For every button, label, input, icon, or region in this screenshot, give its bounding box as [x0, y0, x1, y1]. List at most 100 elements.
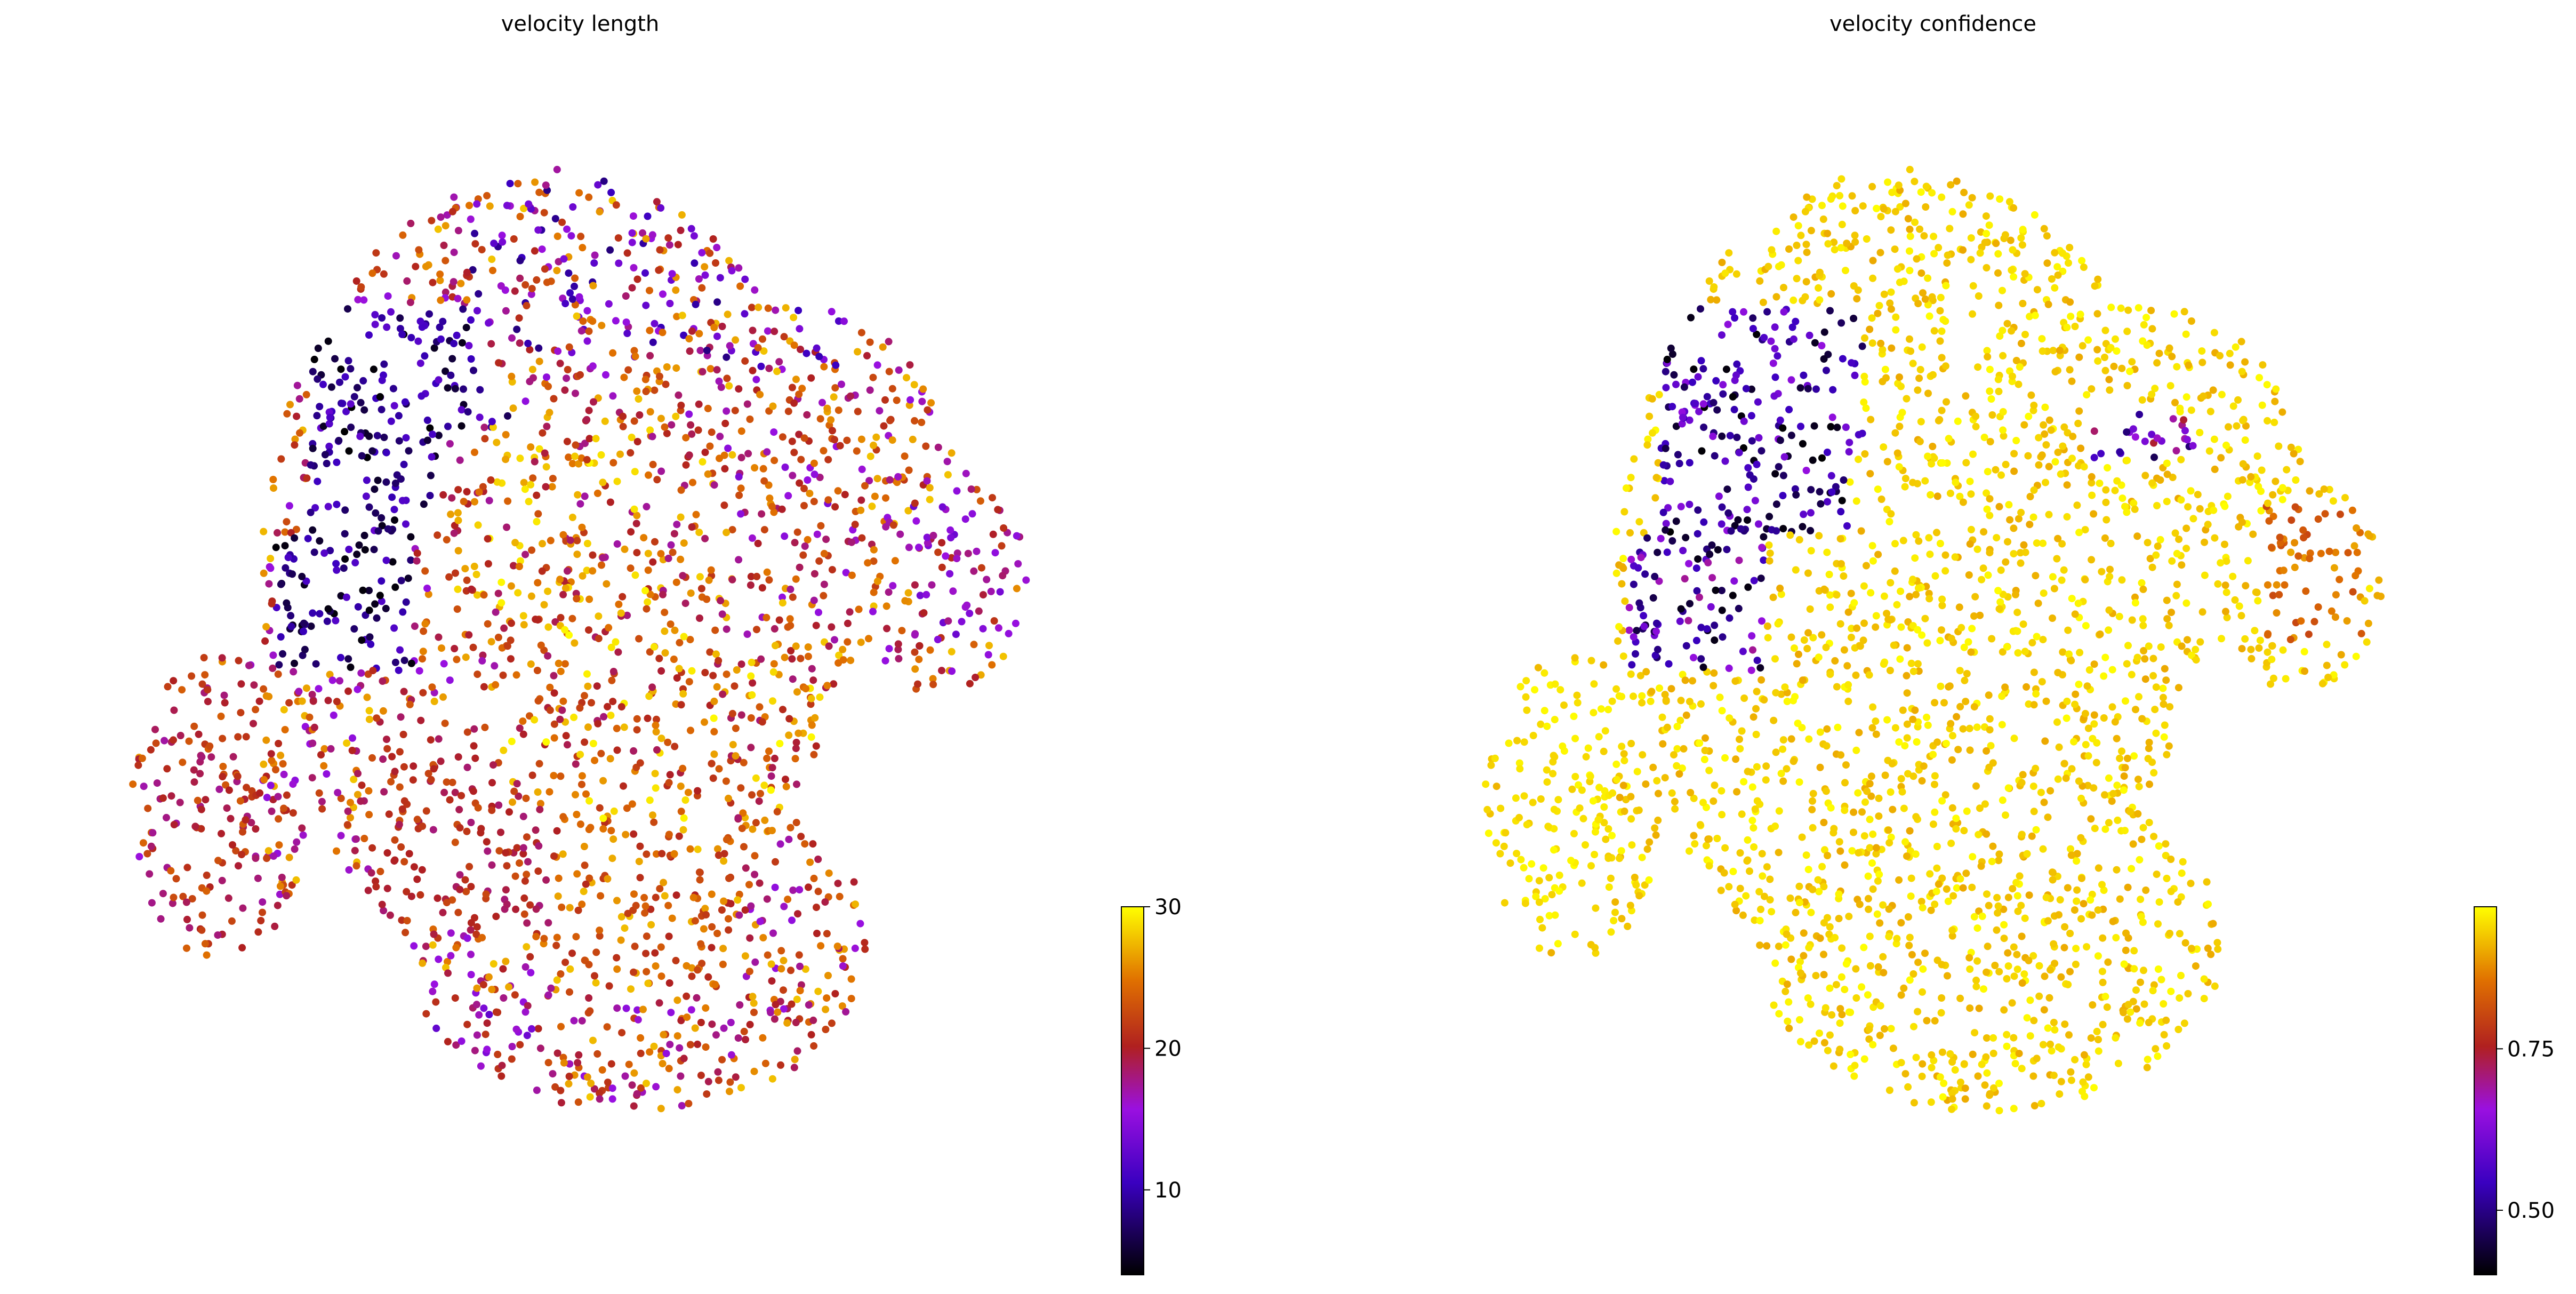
- data-point: [573, 550, 581, 558]
- data-point: [1944, 897, 1952, 905]
- data-point: [857, 638, 865, 646]
- data-point: [352, 835, 360, 843]
- data-point: [600, 177, 608, 185]
- data-point: [1887, 788, 1895, 796]
- data-point: [188, 895, 196, 902]
- data-point: [715, 657, 723, 665]
- data-point: [682, 434, 690, 442]
- data-point: [2010, 550, 2018, 558]
- data-point: [599, 777, 607, 785]
- data-point: [1903, 852, 1911, 860]
- data-point: [809, 840, 817, 848]
- data-point: [709, 235, 717, 243]
- data-point: [2009, 246, 2017, 254]
- data-point: [344, 357, 352, 365]
- data-point: [732, 1073, 740, 1081]
- data-point: [1833, 683, 1841, 691]
- data-point: [708, 923, 716, 931]
- data-point: [320, 745, 328, 753]
- data-point: [544, 382, 552, 390]
- data-point: [1942, 740, 1950, 747]
- data-point: [2090, 784, 2098, 792]
- data-point: [652, 784, 660, 792]
- data-point: [704, 1077, 712, 1085]
- data-point: [617, 703, 625, 711]
- data-point: [527, 592, 535, 600]
- data-point: [495, 847, 503, 855]
- data-point: [462, 324, 470, 332]
- data-point: [2010, 1034, 2018, 1042]
- data-point: [2148, 479, 2156, 487]
- data-point: [573, 870, 581, 878]
- data-point: [2163, 1042, 2171, 1050]
- data-point: [1999, 352, 2007, 360]
- data-point: [1716, 693, 1724, 701]
- data-point: [749, 993, 757, 1001]
- data-point: [804, 476, 812, 484]
- data-point: [970, 641, 978, 649]
- data-point: [498, 1061, 506, 1069]
- data-point: [676, 638, 684, 646]
- data-point: [571, 452, 579, 460]
- data-point: [635, 635, 643, 643]
- data-point: [1931, 780, 1938, 788]
- data-point: [2087, 896, 2094, 904]
- data-point: [2365, 532, 2373, 540]
- data-point: [2221, 540, 2228, 548]
- data-point: [2149, 987, 2157, 995]
- data-point: [1868, 724, 1876, 732]
- data-point: [503, 202, 511, 210]
- data-point: [1968, 194, 1976, 202]
- data-point: [581, 861, 589, 869]
- data-point: [2132, 986, 2140, 994]
- data-point: [1633, 627, 1641, 635]
- data-point: [754, 539, 762, 547]
- data-point: [575, 1051, 583, 1059]
- data-point: [235, 862, 242, 870]
- data-point: [589, 551, 597, 559]
- data-point: [163, 765, 171, 773]
- data-point: [852, 900, 859, 908]
- data-point: [1930, 250, 1938, 258]
- data-point: [237, 709, 245, 717]
- data-point: [196, 770, 204, 778]
- data-point: [386, 911, 394, 919]
- data-point: [697, 585, 705, 593]
- data-point: [2287, 443, 2295, 451]
- data-point: [345, 866, 353, 874]
- data-point: [1697, 655, 1705, 663]
- data-point: [1876, 1002, 1884, 1010]
- data-point: [2070, 738, 2078, 746]
- data-point: [589, 567, 597, 575]
- data-point: [494, 589, 502, 597]
- data-point: [1732, 270, 1740, 278]
- data-point: [746, 416, 754, 423]
- data-point: [801, 542, 809, 550]
- data-point: [436, 276, 444, 284]
- data-point: [298, 824, 306, 832]
- data-point: [1840, 476, 1848, 484]
- data-point: [755, 797, 763, 805]
- data-point: [2102, 516, 2110, 524]
- data-point: [2182, 524, 2190, 532]
- data-point: [814, 856, 822, 863]
- data-point: [779, 593, 786, 601]
- data-point: [550, 395, 558, 403]
- data-point: [407, 219, 415, 227]
- data-point: [672, 286, 680, 294]
- data-point: [531, 247, 539, 255]
- data-point: [870, 441, 877, 449]
- data-point: [668, 421, 676, 429]
- data-point: [1834, 723, 1842, 731]
- data-point: [1783, 698, 1791, 705]
- data-point: [308, 774, 316, 782]
- data-point: [489, 761, 497, 769]
- data-point: [1670, 751, 1678, 759]
- data-point: [2237, 338, 2245, 346]
- data-point: [1625, 604, 1633, 612]
- data-point: [1937, 1009, 1945, 1017]
- data-point: [1860, 619, 1868, 627]
- data-point: [316, 610, 324, 618]
